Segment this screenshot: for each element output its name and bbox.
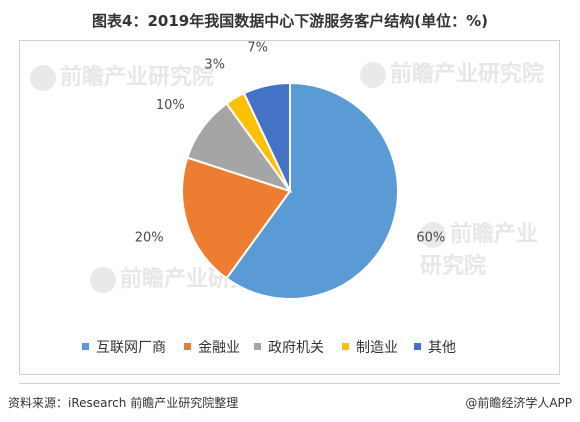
watermark-logo-icon [90,267,116,293]
slice-value-label: 20% [135,231,164,246]
brand-credit: @前瞻经济学人APP [465,396,572,410]
watermark: 前瞻产业研究院 [360,56,544,88]
pie-chart: 60% 20% 10% 3% 7% 互联网厂商 金融业 政府机关 制造业 其他 [82,41,456,356]
pie-slice [242,81,291,192]
chart-title: 图表4：2019年我国数据中心下游服务客户结构(单位：%) [92,12,488,30]
chart-panel: 前瞻产业研究院 前瞻产业研究院 前瞻产业研究院 前瞻产业研究院 60% 20% 10… [19,40,560,375]
slice-value-label: 7% [247,41,268,56]
legend-label: 互联网厂商 [96,340,166,356]
slice-value-label: 10% [156,98,185,113]
legend-label: 其他 [428,340,456,356]
footer-divider [19,383,560,384]
legend-swatch [184,343,191,350]
legend-label: 制造业 [356,340,398,356]
legend-swatch [254,343,261,350]
watermark: 前瞻产业研究院 [420,222,539,279]
legend-swatch [82,343,89,350]
pie-slice [225,81,400,300]
legend-swatch [414,343,421,350]
legend-label: 政府机关 [268,340,324,356]
watermark-logo-icon [360,62,386,88]
slice-value-label: 3% [204,58,225,73]
slice-value-label: 60% [416,231,445,246]
watermark-logo-icon [30,65,56,91]
watermark: 前瞻产业研究院 [30,59,214,91]
legend-swatch [342,343,349,350]
legend-label: 金融业 [198,340,240,356]
pie-slice [181,156,292,280]
source-note: 资料来源：iResearch 前瞻产业研究院整理 [8,396,239,410]
watermark-logo-icon [420,222,446,248]
